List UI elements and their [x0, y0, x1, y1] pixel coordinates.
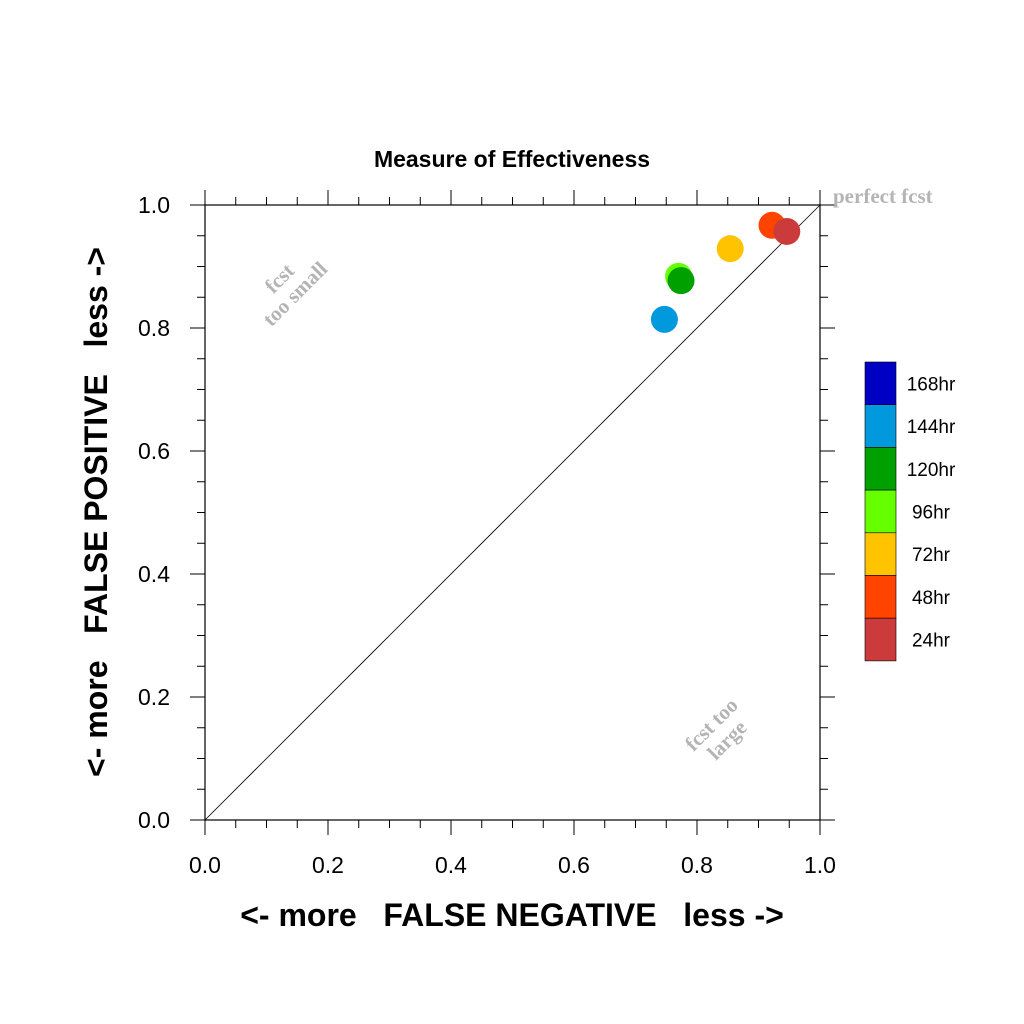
- legend: 168hr 144hr 120hr 96hr 72hr 48hr 24hr: [864, 361, 956, 662]
- y-axis-label: <- more FALSE POSITIVE less ->: [78, 247, 114, 777]
- point-144hr: [650, 305, 678, 333]
- y-tick-label: 0.2: [138, 684, 170, 710]
- y-tick-label: 0.4: [138, 561, 170, 587]
- plot-frame: [204, 204, 821, 821]
- x-tick-label: 0.6: [558, 852, 590, 878]
- too-small-line-2: too small: [258, 257, 332, 331]
- legend-label-168hr: 168hr: [907, 374, 956, 395]
- too-small-annotation: fcst too small: [258, 257, 332, 331]
- x-tick-label: 1.0: [804, 852, 836, 878]
- legend-label-144hr: 144hr: [907, 417, 956, 438]
- point-72hr: [716, 235, 744, 263]
- x-tick-labels: 0.0 0.2 0.4 0.6 0.8 1.0: [189, 852, 836, 878]
- data-points: [650, 211, 801, 333]
- legend-swatch-48hr: [864, 575, 897, 619]
- legend-label-48hr: 48hr: [912, 588, 951, 609]
- legend-swatch-24hr: [864, 617, 897, 662]
- y-tick-label: 0.8: [138, 315, 170, 341]
- x-axis-label: <- more FALSE NEGATIVE less ->: [240, 897, 784, 933]
- x-tick-label: 0.8: [681, 852, 713, 878]
- legend-label-120hr: 120hr: [907, 460, 956, 481]
- legend-swatch-72hr: [864, 532, 897, 576]
- legend-swatch-168hr: [864, 361, 897, 406]
- point-120hr: [667, 267, 695, 295]
- legend-swatch-144hr: [864, 404, 897, 448]
- legend-label-24hr: 24hr: [912, 631, 951, 652]
- y-tick-labels: 0.0 0.2 0.4 0.6 0.8 1.0: [138, 192, 170, 833]
- legend-swatch-96hr: [864, 489, 897, 534]
- x-tick-label: 0.4: [435, 852, 467, 878]
- point-24hr: [773, 217, 801, 245]
- legend-swatch-120hr: [864, 447, 897, 491]
- chart-title: Measure of Effectiveness: [374, 146, 650, 172]
- y-tick-label: 0.0: [138, 807, 170, 833]
- y-tick-label: 0.6: [138, 438, 170, 464]
- legend-label-96hr: 96hr: [912, 502, 951, 523]
- tick-marks: [190, 190, 835, 835]
- x-tick-label: 0.2: [312, 852, 344, 878]
- x-tick-label: 0.0: [189, 852, 221, 878]
- y-tick-label: 1.0: [138, 192, 170, 218]
- diagonal-reference-line: [204, 204, 821, 821]
- legend-label-72hr: 72hr: [912, 545, 951, 566]
- too-large-annotation: fcst too large: [680, 693, 751, 764]
- perfect-forecast-annotation: perfect fcst: [833, 184, 933, 208]
